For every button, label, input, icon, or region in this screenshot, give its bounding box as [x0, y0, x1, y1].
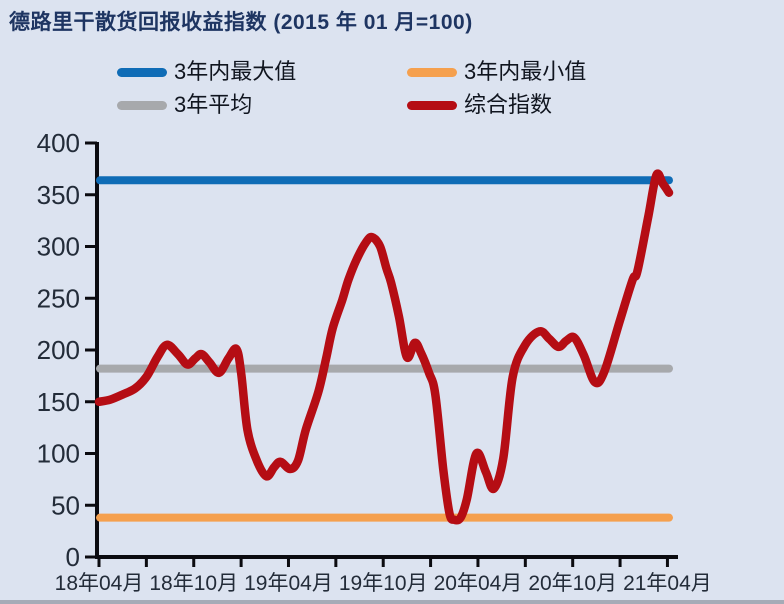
composite-line-swatch-icon	[407, 100, 457, 110]
x-axis-label: 18年04月	[55, 572, 144, 595]
y-axis-label: 150	[37, 387, 80, 417]
legend-label-composite: 综合指数	[464, 92, 553, 117]
legend-label-3yr-min: 3年内最小值	[464, 59, 587, 84]
max-line-swatch-icon	[117, 67, 167, 77]
legend-item-3yr-min: 3年内最小值	[407, 58, 586, 86]
min-line-swatch-icon	[407, 67, 457, 77]
y-axis-label: 50	[51, 490, 80, 520]
y-axis-label: 350	[37, 180, 80, 210]
chart-legend: 3年内最大值 3年内最小值 3年平均 综合指数	[117, 58, 586, 119]
legend-item-3yr-avg: 3年平均	[117, 91, 407, 119]
y-axis-label: 0	[66, 542, 80, 572]
x-axis-label: 19年10月	[339, 572, 428, 595]
x-axis-label: 19年04月	[244, 572, 333, 595]
y-axis-label: 100	[37, 439, 80, 469]
x-axis-label: 20年04月	[434, 572, 523, 595]
legend-label-3yr-avg: 3年平均	[174, 92, 253, 117]
y-axis-label: 300	[37, 232, 80, 262]
legend-item-3yr-max: 3年内最大值	[117, 58, 407, 86]
x-axis-label: 18年10月	[149, 572, 238, 595]
y-axis-label: 400	[37, 128, 80, 158]
y-axis-label: 250	[37, 283, 80, 313]
composite-index-line	[94, 169, 674, 525]
x-axis-label: 20年10月	[528, 572, 617, 595]
page-title: 德路里干散货回报收益指数 (2015 年 01 月=100)	[9, 11, 473, 34]
y-axis-label: 200	[37, 335, 80, 365]
legend-label-3yr-max: 3年内最大值	[174, 59, 297, 84]
bottom-edge-strip	[0, 600, 784, 604]
x-axis-label: 21年04月	[623, 572, 712, 595]
legend-item-composite: 综合指数	[407, 91, 586, 119]
avg-line-swatch-icon	[117, 100, 167, 110]
